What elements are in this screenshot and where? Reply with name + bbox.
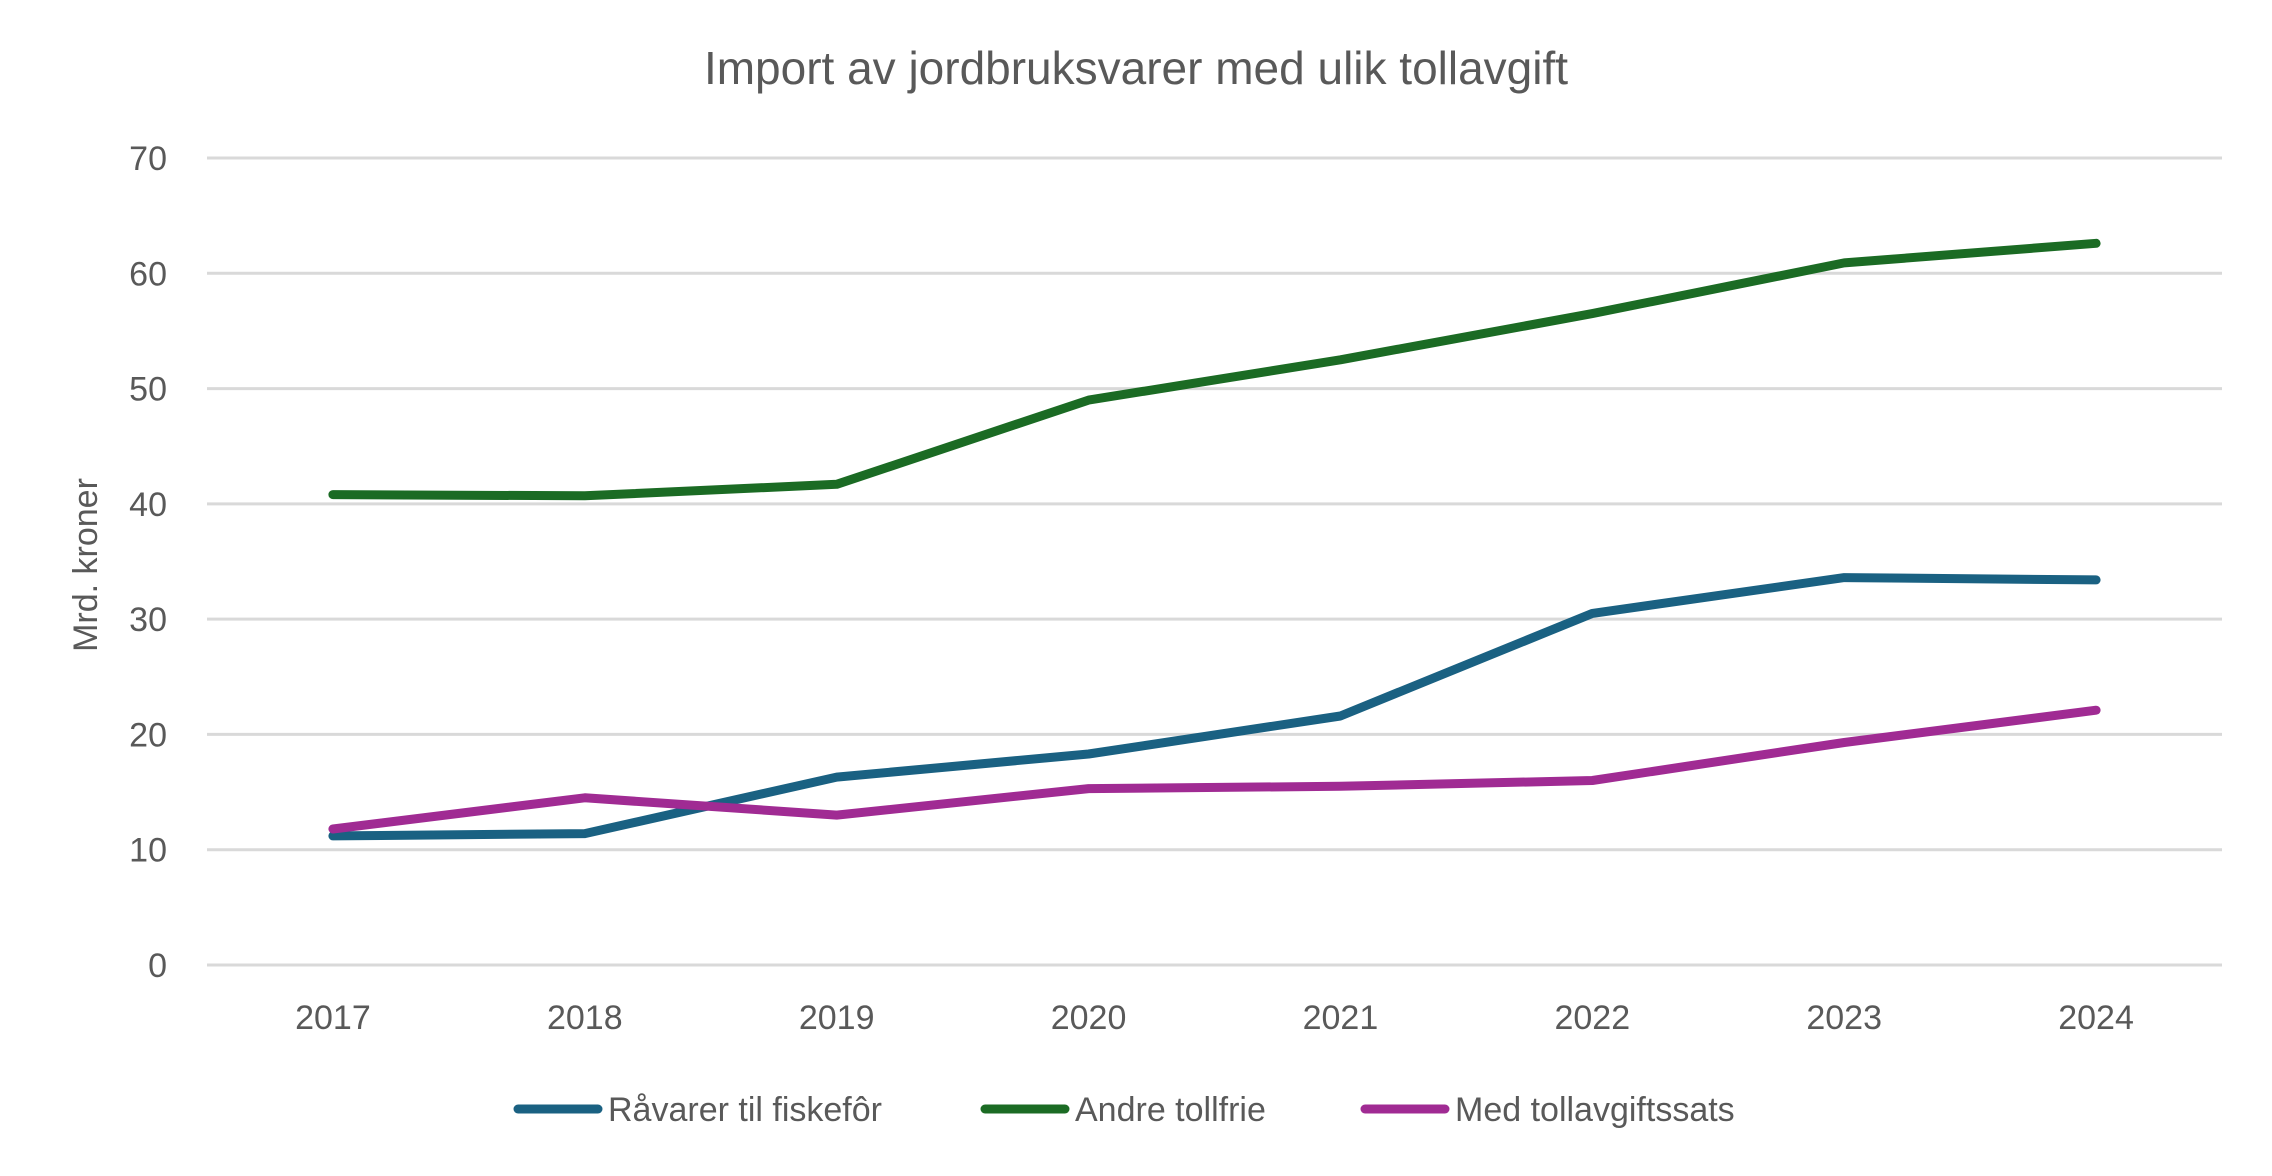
x-tick-label: 2019 xyxy=(799,999,875,1037)
y-tick-label: 10 xyxy=(129,832,167,870)
x-axis-ticks: 2017 2018 2019 2020 2021 2022 2023 2024 xyxy=(295,999,2134,1037)
series-line-2 xyxy=(328,705,2101,834)
series-line-0 xyxy=(328,573,2101,841)
x-tick-label: 2022 xyxy=(1554,999,1630,1037)
gridlines xyxy=(207,156,2222,967)
x-tick-label: 2021 xyxy=(1303,999,1379,1037)
series-line-1 xyxy=(328,238,2101,501)
legend-label: Andre tollfrie xyxy=(1075,1091,1266,1129)
y-tick-label: 30 xyxy=(129,601,167,639)
y-tick-label: 60 xyxy=(129,255,167,293)
legend-label: Med tollavgiftssats xyxy=(1455,1091,1735,1129)
y-tick-label: 70 xyxy=(129,140,167,178)
x-tick-label: 2020 xyxy=(1051,999,1127,1037)
y-axis-ticks: 0 10 20 30 40 50 60 70 xyxy=(129,140,167,985)
y-tick-label: 20 xyxy=(129,716,167,754)
y-tick-label: 0 xyxy=(148,947,167,985)
series-lines xyxy=(328,238,2101,841)
legend: Råvarer til fiskefôr Andre tollfrie Med to… xyxy=(513,1091,1735,1129)
chart-title: Import av jordbruksvarer med ulik tollav… xyxy=(704,42,1568,94)
y-axis-label: Mrd. kroner xyxy=(67,478,105,652)
y-tick-label: 50 xyxy=(129,371,167,409)
x-tick-label: 2024 xyxy=(2058,999,2134,1037)
y-tick-label: 40 xyxy=(129,486,167,524)
x-tick-label: 2017 xyxy=(295,999,371,1037)
x-tick-label: 2018 xyxy=(547,999,623,1037)
x-tick-label: 2023 xyxy=(1806,999,1882,1037)
legend-label: Råvarer til fiskefôr xyxy=(608,1091,882,1129)
